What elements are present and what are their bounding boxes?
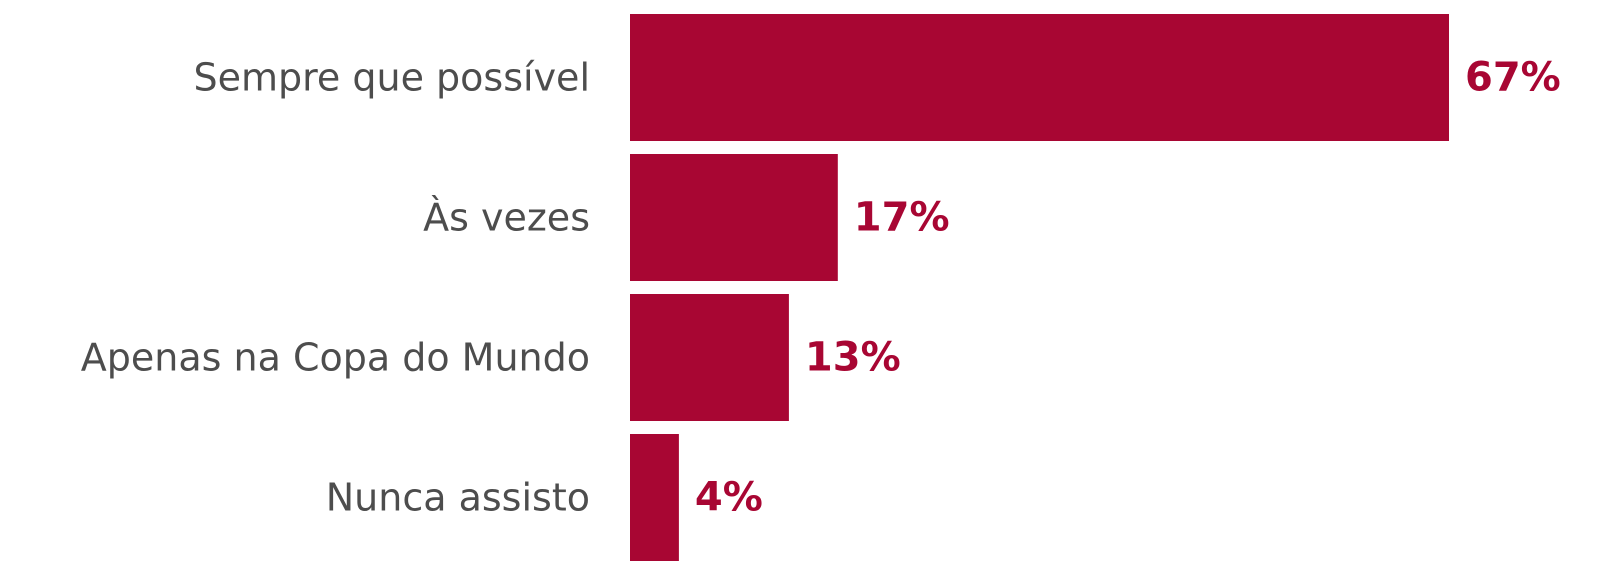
- category-labels: Sempre que possível Às vezes Apenas na Cop…: [81, 56, 590, 520]
- value-label: 4%: [695, 475, 763, 521]
- value-labels: 67% 17% 13% 4%: [695, 55, 1561, 521]
- bar-3: [630, 434, 679, 561]
- category-label: Apenas na Copa do Mundo: [81, 336, 590, 380]
- value-label: 13%: [805, 335, 901, 381]
- category-label: Sempre que possível: [194, 56, 591, 100]
- bar-2: [630, 294, 789, 421]
- value-label: 17%: [854, 195, 950, 241]
- bar-0: [630, 14, 1449, 141]
- bars-layer: [630, 14, 1449, 561]
- value-label: 67%: [1465, 55, 1561, 101]
- bar-1: [630, 154, 838, 281]
- category-label: Às vezes: [423, 196, 590, 240]
- category-label: Nunca assisto: [326, 476, 590, 520]
